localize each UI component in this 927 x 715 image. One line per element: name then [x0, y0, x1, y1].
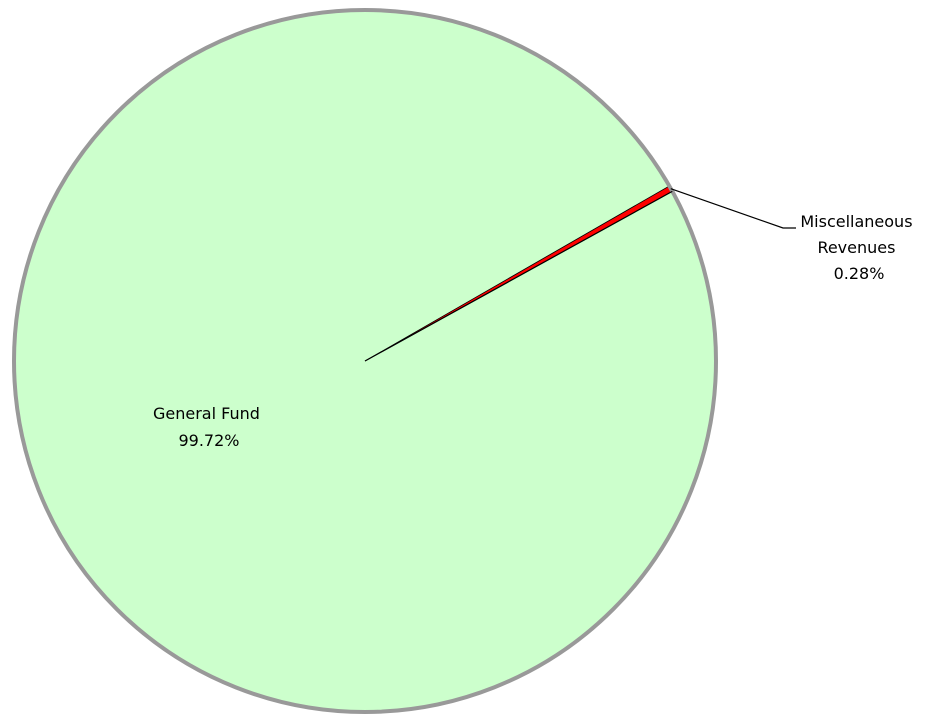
miscellaneous-revenues-label-value: 0.28%: [834, 264, 885, 283]
miscellaneous-revenues-leader-line: [670, 188, 796, 229]
miscellaneous-revenues-label-line-2: Revenues: [817, 238, 895, 257]
general-fund-label-name: General Fund: [153, 404, 260, 423]
general-fund-label: General Fund 99.72%: [153, 404, 265, 450]
pie-border: [12, 8, 718, 714]
general-fund-label-value: 99.72%: [178, 431, 239, 450]
miscellaneous-revenues-label-line-1: Miscellaneous: [800, 212, 912, 231]
slice-divider-line: [364, 190, 673, 362]
miscellaneous-revenues-label: Miscellaneous Revenues 0.28%: [800, 212, 917, 283]
